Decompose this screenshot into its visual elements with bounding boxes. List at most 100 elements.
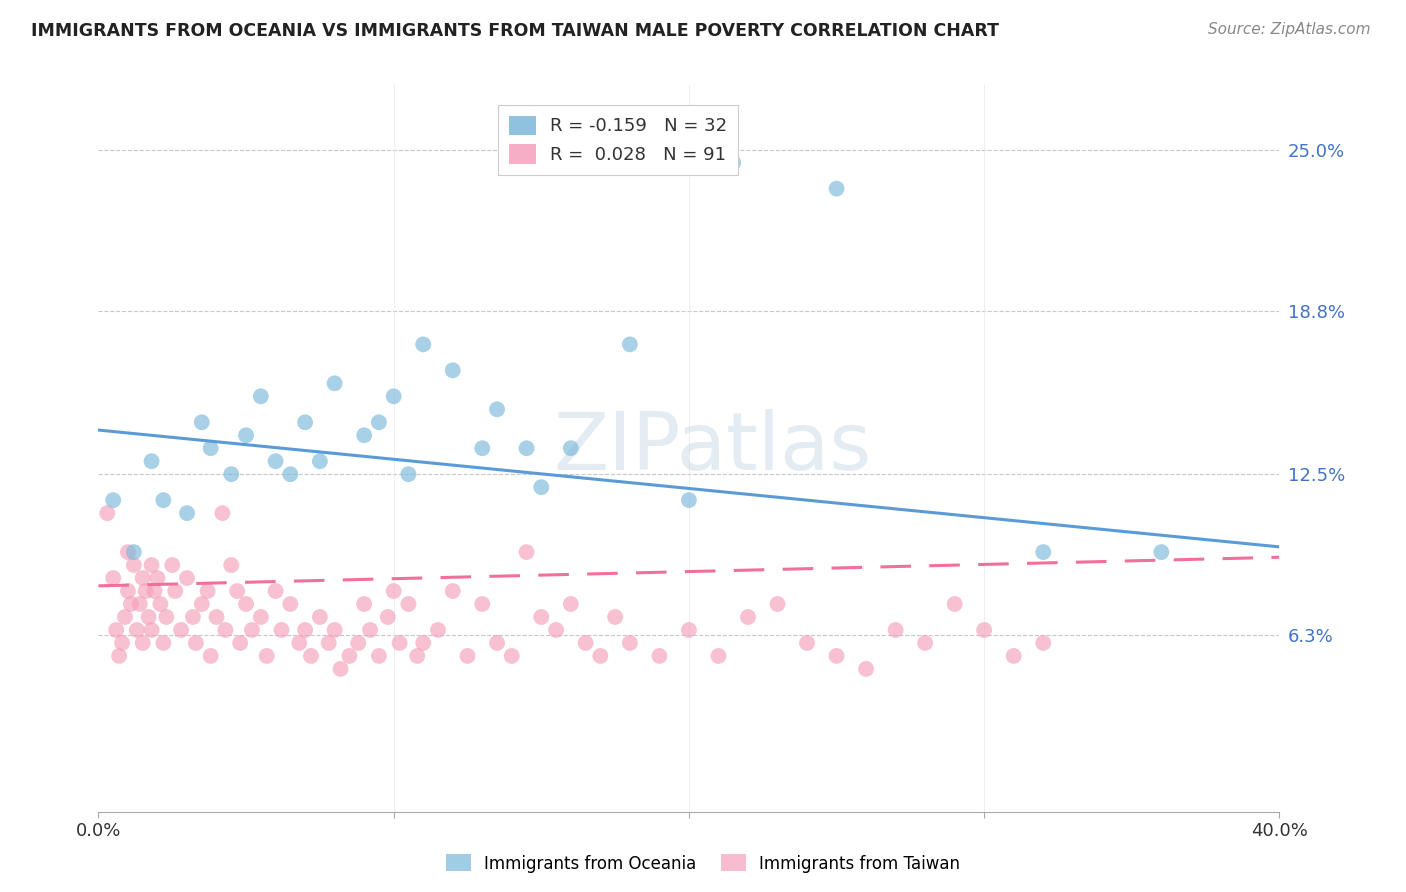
Point <box>318 636 340 650</box>
Point <box>132 571 155 585</box>
Point <box>575 636 598 650</box>
Point <box>264 454 287 468</box>
Point <box>114 610 136 624</box>
Point <box>605 610 627 624</box>
Point <box>973 623 995 637</box>
Point <box>412 337 434 351</box>
Point <box>165 584 187 599</box>
Point <box>619 337 641 351</box>
Point <box>723 155 745 169</box>
Point <box>250 610 273 624</box>
Point <box>353 597 375 611</box>
Text: ZIPatlas: ZIPatlas <box>554 409 872 487</box>
Point <box>825 181 848 195</box>
Point <box>141 454 163 468</box>
Point <box>152 636 174 650</box>
Point <box>707 648 730 663</box>
Point <box>120 597 142 611</box>
Point <box>368 415 391 429</box>
Point <box>270 623 292 637</box>
Point <box>132 636 155 650</box>
Legend: R = -0.159   N = 32, R =  0.028   N = 91: R = -0.159 N = 32, R = 0.028 N = 91 <box>498 104 738 175</box>
Point <box>309 454 332 468</box>
Point <box>441 363 464 377</box>
Point <box>546 623 568 637</box>
Point <box>1002 648 1025 663</box>
Point <box>250 389 273 403</box>
Point <box>191 415 214 429</box>
Point <box>149 597 172 611</box>
Point <box>280 467 302 482</box>
Text: IMMIGRANTS FROM OCEANIA VS IMMIGRANTS FROM TAIWAN MALE POVERTY CORRELATION CHART: IMMIGRANTS FROM OCEANIA VS IMMIGRANTS FR… <box>31 22 998 40</box>
Point <box>197 584 219 599</box>
Point <box>294 623 316 637</box>
Point <box>200 442 222 455</box>
Point <box>117 584 139 599</box>
Point <box>589 648 612 663</box>
Point <box>678 493 700 508</box>
Point <box>530 610 553 624</box>
Point <box>516 442 538 455</box>
Point <box>128 597 150 611</box>
Point <box>240 623 263 637</box>
Point <box>108 648 131 663</box>
Point <box>412 636 434 650</box>
Point <box>256 648 278 663</box>
Point <box>359 623 381 637</box>
Point <box>914 636 936 650</box>
Point <box>138 610 160 624</box>
Point <box>486 636 509 650</box>
Point <box>146 571 169 585</box>
Point <box>294 415 316 429</box>
Point <box>796 636 818 650</box>
Point <box>1032 636 1054 650</box>
Point <box>427 623 450 637</box>
Point <box>122 558 145 572</box>
Point <box>96 506 118 520</box>
Point <box>678 623 700 637</box>
Point <box>398 467 420 482</box>
Point <box>486 402 509 417</box>
Point <box>855 662 877 676</box>
Point <box>406 648 429 663</box>
Point <box>226 584 249 599</box>
Point <box>501 648 523 663</box>
Point <box>103 571 125 585</box>
Point <box>388 636 411 650</box>
Point <box>368 648 391 663</box>
Point <box>766 597 789 611</box>
Point <box>200 648 222 663</box>
Point <box>141 558 163 572</box>
Point <box>105 623 128 637</box>
Point <box>181 610 204 624</box>
Point <box>143 584 166 599</box>
Point <box>347 636 370 650</box>
Point <box>457 648 479 663</box>
Point <box>560 442 582 455</box>
Point <box>377 610 399 624</box>
Point <box>323 376 346 391</box>
Point <box>648 648 671 663</box>
Point <box>1032 545 1054 559</box>
Point <box>117 545 139 559</box>
Point <box>288 636 311 650</box>
Point <box>441 584 464 599</box>
Point <box>184 636 207 650</box>
Point <box>141 623 163 637</box>
Point <box>737 610 759 624</box>
Point <box>471 597 494 611</box>
Point <box>155 610 177 624</box>
Point <box>211 506 233 520</box>
Point <box>382 389 405 403</box>
Point <box>339 648 361 663</box>
Point <box>221 467 243 482</box>
Point <box>235 428 257 442</box>
Point <box>619 636 641 650</box>
Point <box>280 597 302 611</box>
Point <box>176 506 198 520</box>
Point <box>125 623 148 637</box>
Point <box>221 558 243 572</box>
Point <box>353 428 375 442</box>
Point <box>122 545 145 559</box>
Text: Source: ZipAtlas.com: Source: ZipAtlas.com <box>1208 22 1371 37</box>
